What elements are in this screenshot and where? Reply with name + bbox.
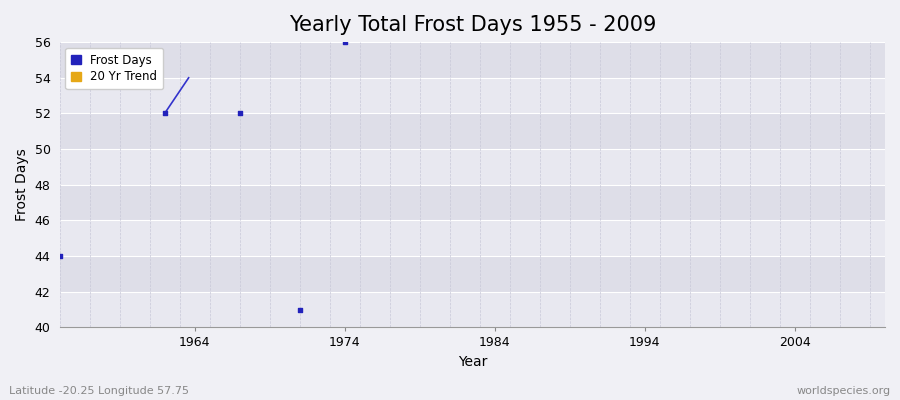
Bar: [59, 149, 885, 185]
Bar: [59, 185, 885, 220]
Bar: [59, 114, 885, 149]
Text: Latitude -20.25 Longitude 57.75: Latitude -20.25 Longitude 57.75: [9, 386, 189, 396]
Bar: [59, 220, 885, 256]
Y-axis label: Frost Days: Frost Days: [15, 148, 29, 221]
Bar: [59, 78, 885, 114]
Text: worldspecies.org: worldspecies.org: [796, 386, 891, 396]
Bar: [59, 256, 885, 292]
Bar: [59, 42, 885, 78]
Point: [232, 110, 247, 117]
Point: [52, 253, 67, 259]
Legend: Frost Days, 20 Yr Trend: Frost Days, 20 Yr Trend: [66, 48, 163, 89]
Point: [338, 39, 352, 45]
Bar: [59, 292, 885, 328]
Title: Yearly Total Frost Days 1955 - 2009: Yearly Total Frost Days 1955 - 2009: [289, 15, 656, 35]
Point: [292, 306, 307, 313]
Point: [158, 110, 172, 117]
X-axis label: Year: Year: [457, 355, 487, 369]
